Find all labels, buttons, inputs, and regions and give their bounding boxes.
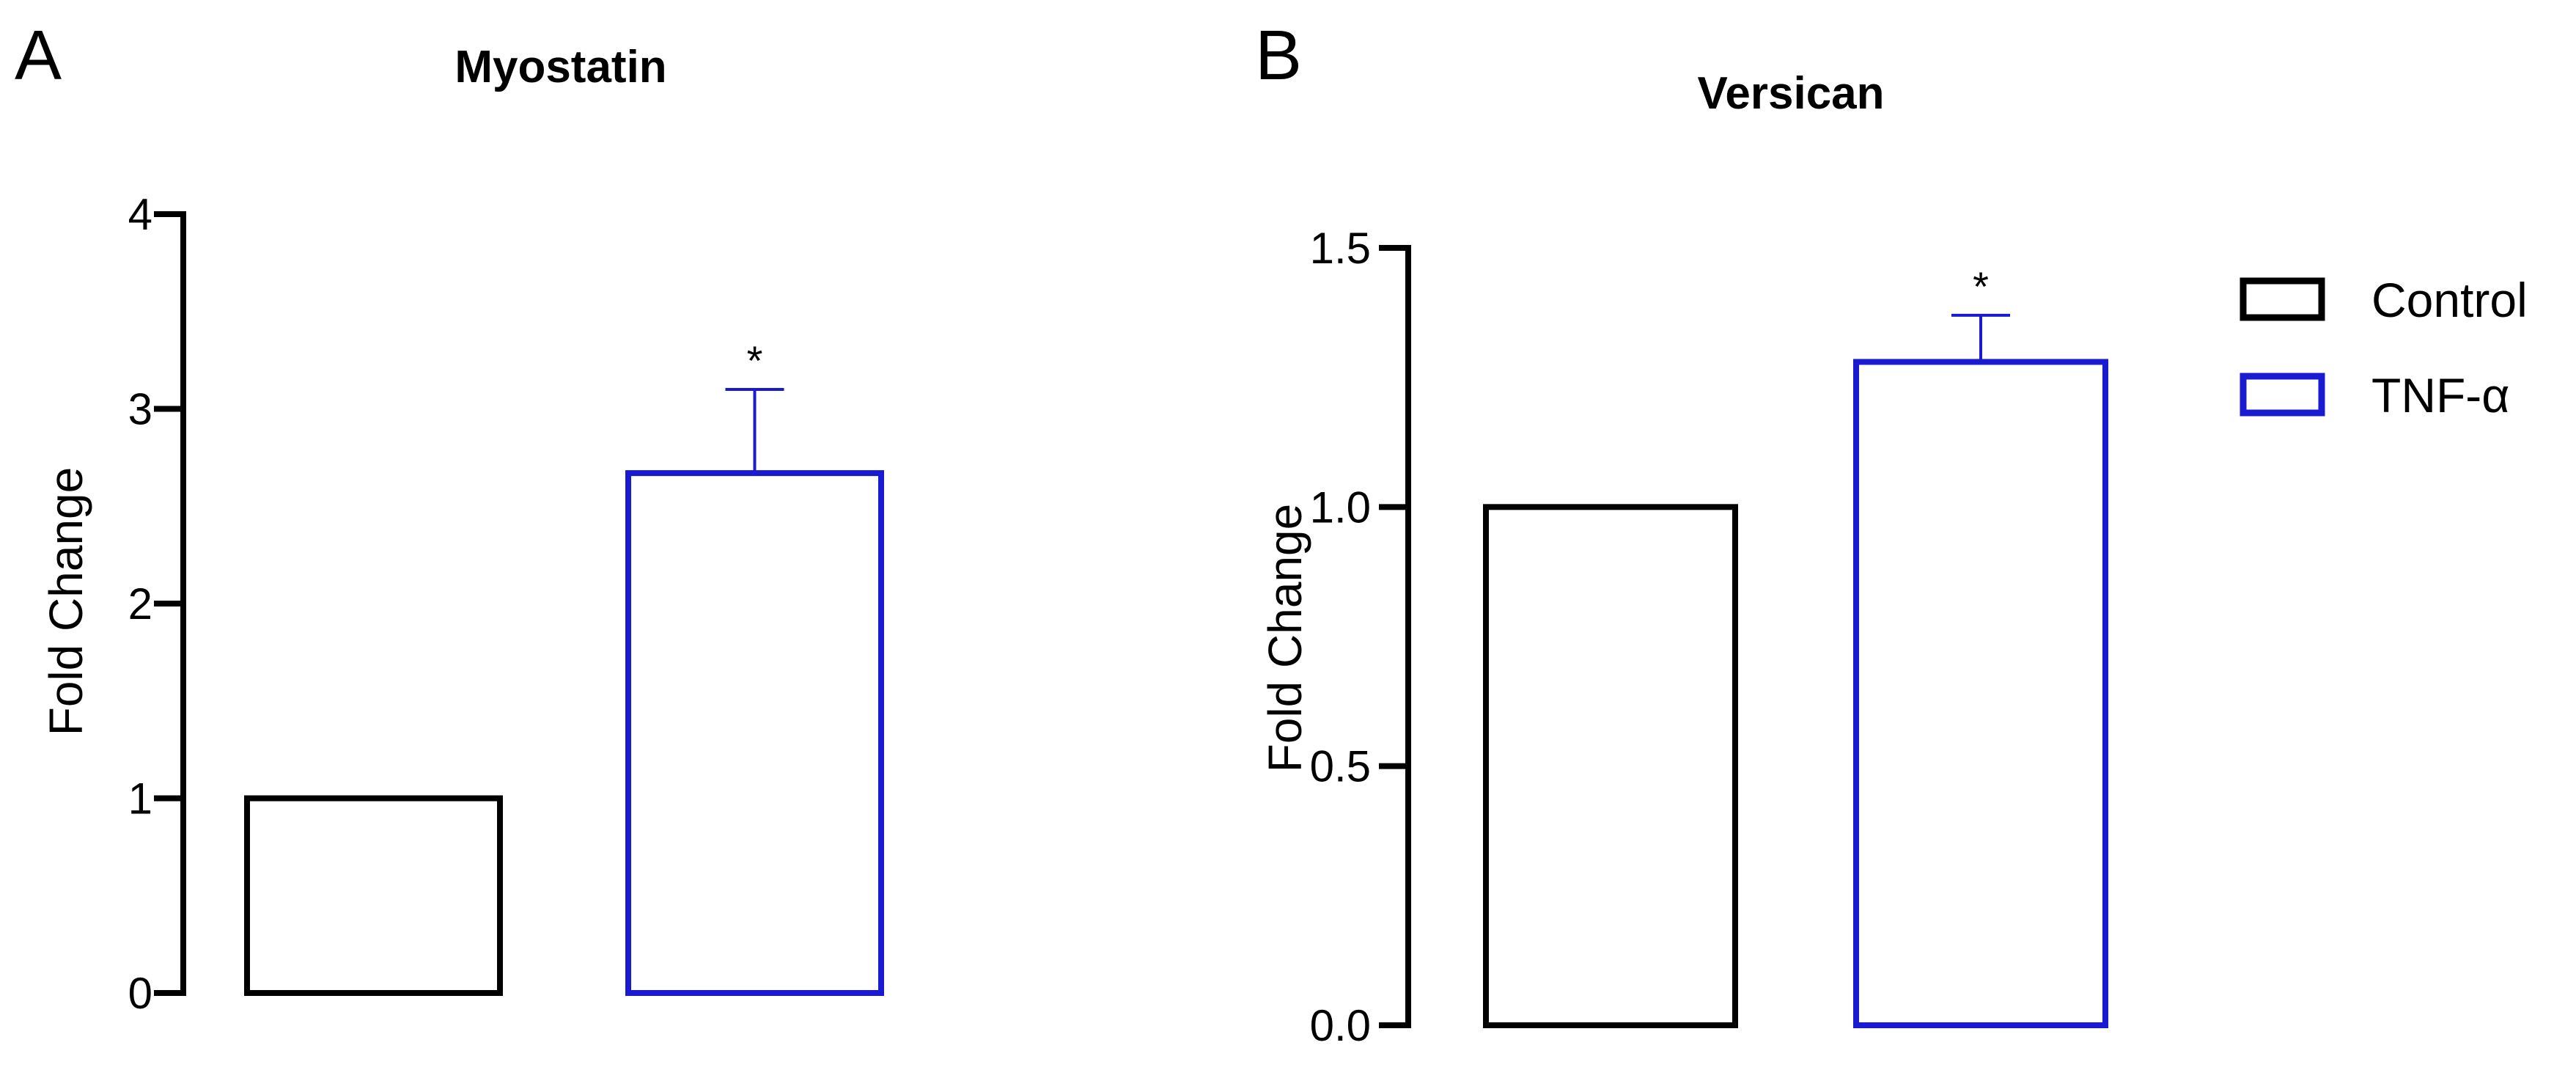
- panel-a-y-axis-label: Fold Change: [40, 467, 92, 736]
- panel-a-y-tick-label: 2: [128, 579, 152, 629]
- panel-b-significance-marker: *: [1973, 263, 1989, 309]
- panel-b-letter: B: [1255, 16, 1302, 95]
- legend-item-control: Control: [2240, 273, 2528, 327]
- legend-swatch-tnf-alpha: [2240, 373, 2325, 417]
- panel-b-y-axis-label: Fold Change: [1259, 504, 1311, 772]
- panel-b-bar-control: [1483, 504, 1738, 1028]
- panel-a-y-tick-label: 4: [128, 190, 152, 239]
- panel-a-bars: *: [244, 337, 884, 996]
- panel-a-y-tick-label: 1: [128, 774, 152, 824]
- panel-b-y-tick-label: 1.0: [1310, 483, 1371, 532]
- panel-b-y-axis: 0.0 0.5 1.0 1.5: [1310, 224, 1411, 1050]
- panel-a-y-tick-label: 0: [128, 969, 152, 1018]
- panel-b-bar-tnf-alpha: [1853, 359, 2108, 1028]
- panel-a-myostatin: A Myostatin Fold Change 0 1 2 3 4 *: [15, 16, 884, 1018]
- panel-a-title: Myostatin: [455, 42, 666, 92]
- panel-b-y-tick-label: 1.5: [1310, 224, 1371, 273]
- panel-a-letter: A: [15, 16, 62, 95]
- panel-b-y-tick-label: 0.0: [1310, 1001, 1371, 1050]
- legend-label-control: Control: [2371, 273, 2528, 327]
- legend-swatch-control: [2240, 277, 2325, 321]
- panel-a-bar-control: [244, 795, 503, 996]
- panel-b-versican: B Versican Fold Change 0.0 0.5 1.0 1.5 *: [1255, 16, 2108, 1050]
- legend: Control TNF-α: [2240, 273, 2528, 422]
- panel-b-bars: *: [1483, 263, 2108, 1028]
- panel-a-y-tick-label: 3: [128, 385, 152, 434]
- panel-a-significance-marker: *: [747, 337, 763, 384]
- panel-a-bar-tnf-alpha: [625, 470, 884, 996]
- legend-label-tnf-alpha: TNF-α: [2371, 368, 2509, 422]
- panel-a-y-axis: 0 1 2 3 4: [128, 190, 186, 1018]
- legend-item-tnf-alpha: TNF-α: [2240, 368, 2509, 422]
- panel-b-title: Versican: [1697, 68, 1884, 119]
- panel-b-y-tick-label: 0.5: [1310, 742, 1371, 791]
